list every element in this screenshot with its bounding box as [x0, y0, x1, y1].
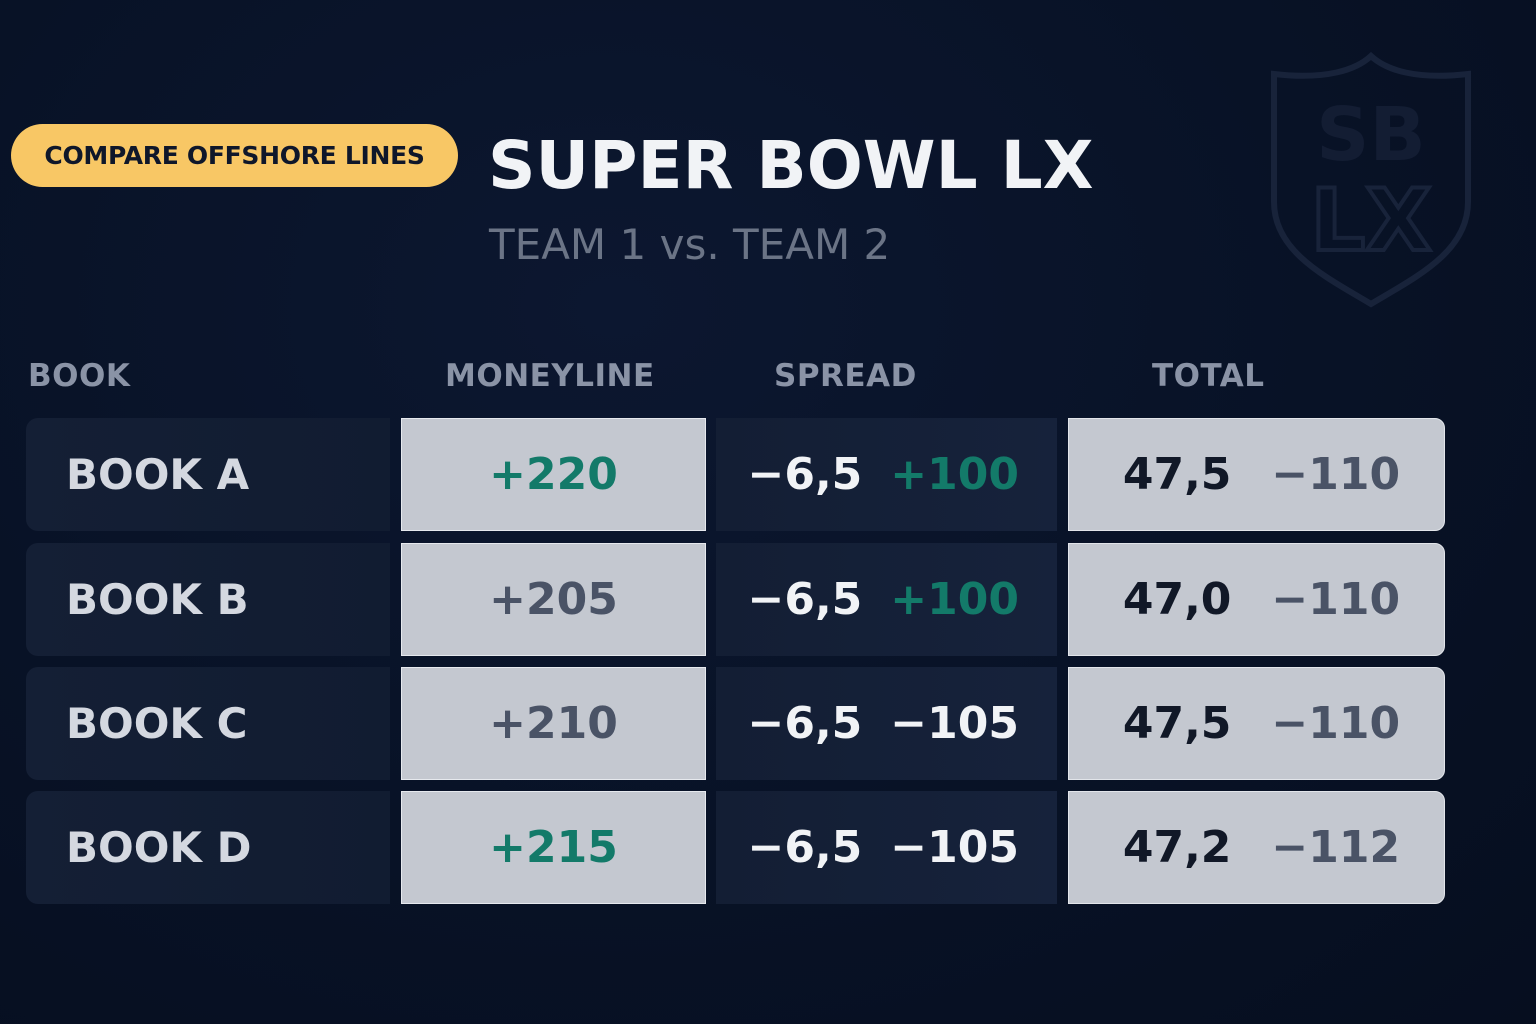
spread-cell[interactable]: −6,5 +100	[716, 543, 1057, 656]
table-row-book-d[interactable]: BOOK D +215 −6,5 −105 47,2 −112	[0, 791, 1536, 904]
total-line: 47,5	[1122, 449, 1232, 500]
book-name-cell: BOOK B	[26, 543, 390, 656]
column-header-moneyline: MONEYLINE	[445, 358, 655, 394]
total-cell[interactable]: 47,5 −110	[1068, 667, 1445, 780]
moneyline-cell[interactable]: +210	[401, 667, 706, 780]
spread-cell[interactable]: −6,5 +100	[716, 418, 1057, 531]
total-odds: −110	[1271, 698, 1401, 749]
total-line: 47,2	[1122, 822, 1232, 873]
total-cell[interactable]: 47,2 −112	[1068, 791, 1445, 904]
column-header-spread: SPREAD	[774, 358, 917, 394]
table-row-book-a[interactable]: BOOK A +220 −6,5 +100 47,5 −110	[0, 418, 1536, 531]
spread-odds: −105	[890, 698, 1019, 749]
table-row-book-b[interactable]: BOOK B +205 −6,5 +100 47,0 −110	[0, 543, 1536, 656]
book-name-cell: BOOK C	[26, 667, 390, 780]
svg-text:SB: SB	[1316, 92, 1426, 178]
svg-text:LX: LX	[1310, 171, 1431, 271]
book-name-cell: BOOK A	[26, 418, 390, 531]
spread-line: −6,5	[747, 822, 863, 873]
matchup-subtitle: TEAM 1 vs. TEAM 2	[489, 220, 891, 269]
total-odds: −110	[1271, 449, 1401, 500]
moneyline-cell[interactable]: +205	[401, 543, 706, 656]
spread-line: −6,5	[747, 574, 863, 625]
total-cell[interactable]: 47,0 −110	[1068, 543, 1445, 656]
total-cell[interactable]: 47,5 −110	[1068, 418, 1445, 531]
total-line: 47,0	[1122, 574, 1232, 625]
moneyline-cell[interactable]: +220	[401, 418, 706, 531]
column-header-book: BOOK	[28, 358, 131, 394]
badge-label: COMPARE OFFSHORE LINES	[44, 141, 425, 170]
moneyline-cell[interactable]: +215	[401, 791, 706, 904]
compare-offshore-lines-badge[interactable]: COMPARE OFFSHORE LINES	[11, 124, 458, 187]
spread-line: −6,5	[747, 698, 863, 749]
spread-cell[interactable]: −6,5 −105	[716, 791, 1057, 904]
spread-cell[interactable]: −6,5 −105	[716, 667, 1057, 780]
total-odds: −112	[1271, 822, 1401, 873]
spread-odds: +100	[890, 449, 1019, 500]
spread-odds: −105	[890, 822, 1019, 873]
shield-logo-icon: SB LX	[1271, 52, 1471, 308]
total-line: 47,5	[1122, 698, 1232, 749]
spread-odds: +100	[890, 574, 1019, 625]
spread-line: −6,5	[747, 449, 863, 500]
book-name-cell: BOOK D	[26, 791, 390, 904]
page-title: SUPER BOWL LX	[488, 127, 1094, 204]
table-row-book-c[interactable]: BOOK C +210 −6,5 −105 47,5 −110	[0, 667, 1536, 780]
column-header-total: TOTAL	[1152, 358, 1265, 394]
total-odds: −110	[1271, 574, 1401, 625]
